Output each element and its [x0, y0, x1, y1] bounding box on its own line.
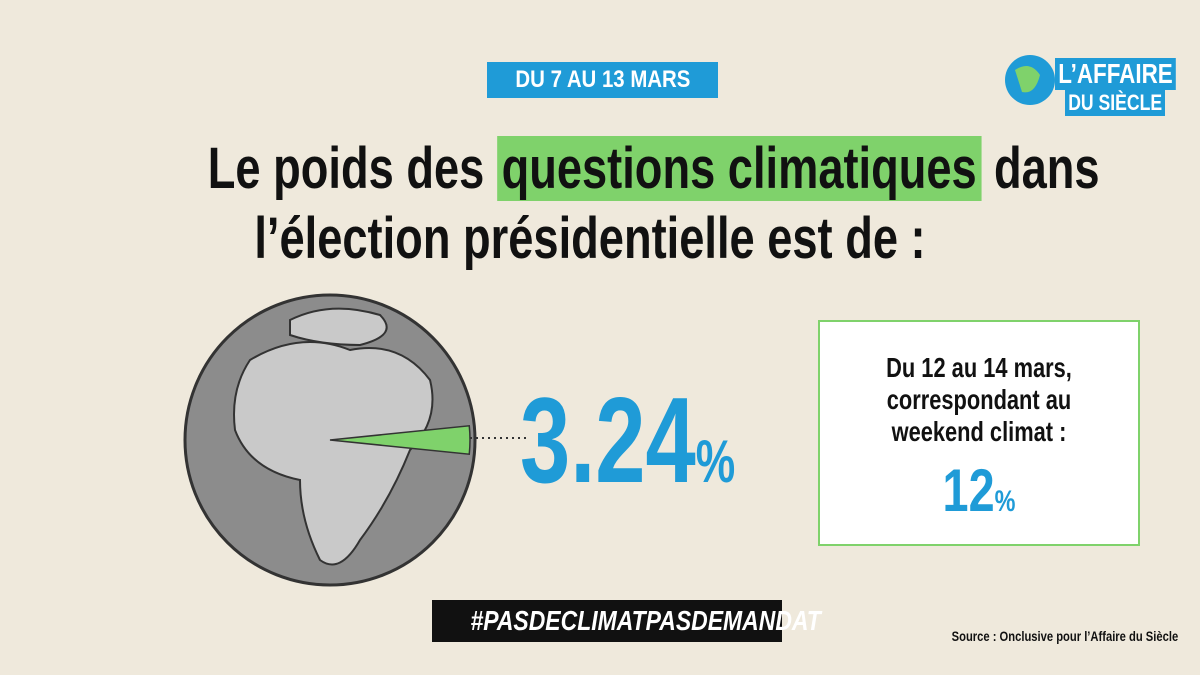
- continent: [289, 307, 388, 347]
- logo: L’AFFAIRE DU SIÈCLE: [1055, 58, 1200, 116]
- title-part: Le poids des: [207, 136, 485, 201]
- stat-unit: %: [994, 485, 1016, 518]
- title-highlight: questions climatiques: [496, 136, 982, 201]
- side-box: Du 12 au 14 mars, correspondant au weeke…: [818, 320, 1140, 546]
- source: Source : Onclusive pour l’Affaire du Siè…: [951, 628, 1178, 644]
- continent: [233, 341, 434, 566]
- box-stat: 12%: [855, 456, 1103, 537]
- box-line: Du 12 au 14 mars,: [886, 352, 1072, 383]
- title-line: Le poids des questions climatiques dans: [100, 135, 1100, 202]
- share-wedge: [329, 424, 471, 456]
- logo-line: L’AFFAIRE: [1055, 58, 1176, 90]
- badge-text: DU 7 AU 13 MARS: [515, 66, 690, 93]
- stat-value: 3.24: [520, 372, 696, 508]
- hashtag: #PASDECLIMATPASDEMANDAT: [432, 600, 821, 642]
- wedge-layer: [329, 424, 471, 456]
- title-line: l’élection présidentielle est de :: [100, 205, 1080, 272]
- hashtag-text: #PASDECLIMATPASDEMANDAT: [470, 605, 821, 636]
- stat-unit: %: [695, 428, 736, 495]
- title-text: l’élection présidentielle est de :: [254, 206, 926, 271]
- logo-land: [1015, 66, 1040, 93]
- title-text: Le poids des questions climatiques dans: [207, 135, 1100, 202]
- date-badge: DU 7 AU 13 MARS: [487, 62, 718, 98]
- title-part: dans: [993, 136, 1100, 201]
- logo-line: DU SIÈCLE: [1065, 90, 1166, 116]
- main-stat: 3.24%: [520, 370, 735, 532]
- stat-value: 12: [942, 457, 995, 524]
- box-line: correspondant au: [886, 384, 1072, 415]
- box-line: weekend climat :: [891, 416, 1067, 447]
